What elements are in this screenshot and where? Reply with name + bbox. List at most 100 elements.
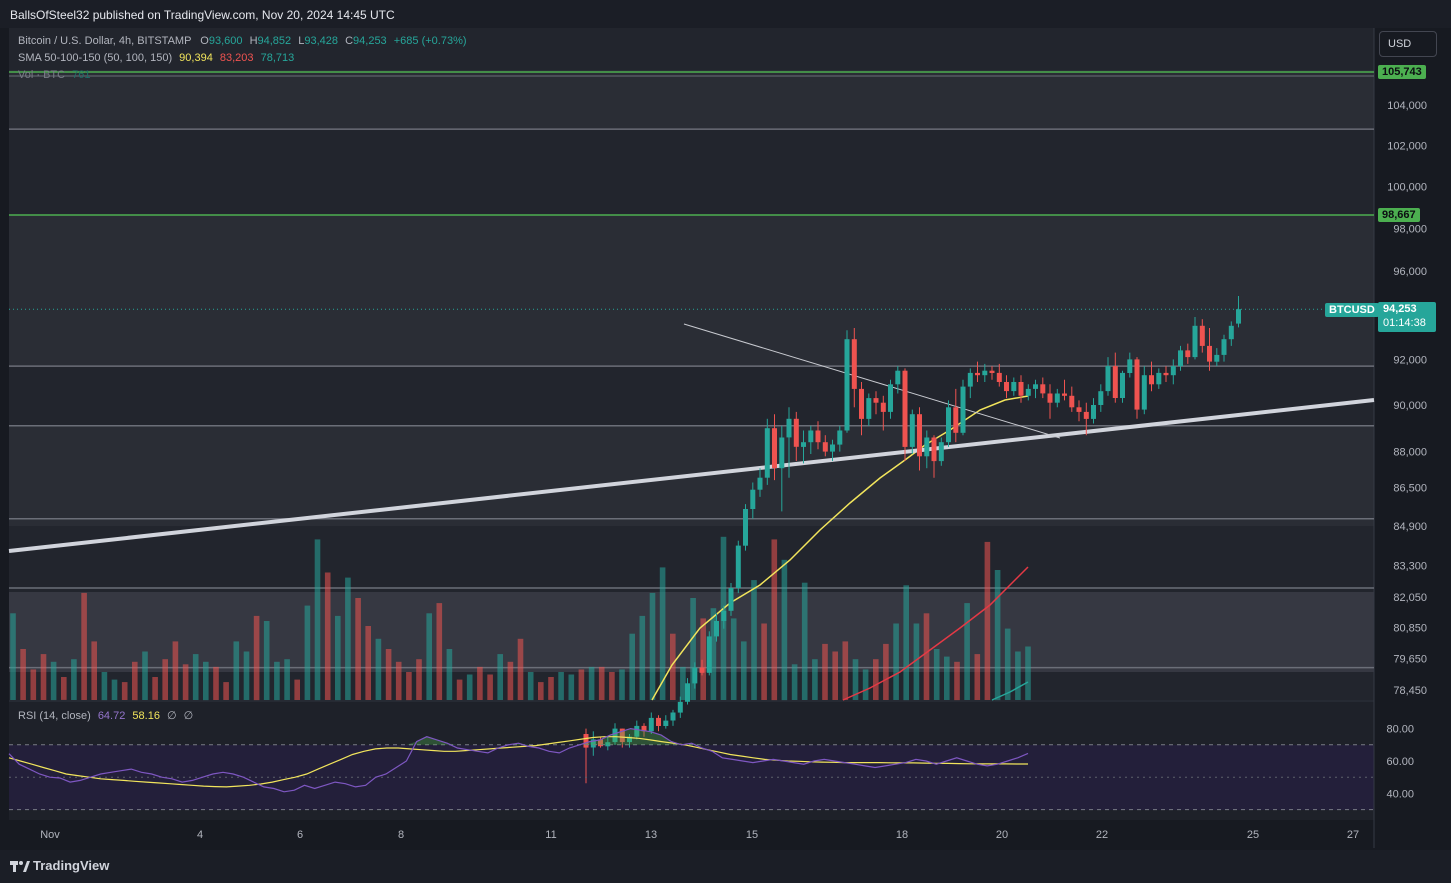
volume-bar [832,651,838,700]
volume-bar [761,623,767,700]
last-price: 94,253 [1383,303,1417,315]
open-label: O [200,35,209,47]
volume-bar [598,666,605,700]
candle-body [685,683,690,702]
candle-body [960,386,966,433]
candle-body [757,477,763,490]
currency-button[interactable]: USD [1379,31,1437,57]
candle-body [598,739,603,747]
price-tick-label: 102,000 [1387,140,1427,152]
volume-bar [274,661,280,701]
volume-bar [801,582,808,700]
volume-bar [609,672,615,701]
candle-body [880,402,886,412]
price-tick-label: 100,000 [1387,181,1427,193]
candle-body [902,370,908,447]
candle-body [677,701,683,713]
volume-bar [903,585,909,701]
volume-bar [862,669,869,700]
volume-bar [91,641,97,700]
candle-body [641,725,647,732]
close-label: C [345,35,354,47]
volume-bar [974,654,981,700]
resistance-trendline [683,323,1061,439]
candle-body [1062,393,1067,396]
candle-body [1040,384,1046,394]
volume-bar [436,603,443,700]
low-value: 93,428 [304,35,339,47]
candle-body [627,736,632,743]
time-tick-label: 8 [398,829,404,841]
candle-body [888,384,893,412]
sma150-value: 78,713 [260,52,295,64]
rsi-legend[interactable]: RSI (14, close) 64.72 58.16 ∅ ∅ [18,709,193,722]
volume-bar [284,659,290,700]
volume-bar [162,659,168,700]
candle-body [728,588,734,611]
rsi-value: 64.72 [97,710,126,722]
candle-body [1134,359,1140,410]
candle-body [873,398,879,403]
volume-bar [781,559,788,701]
time-tick-label: 18 [896,829,908,841]
time-tick-label: Nov [40,829,60,841]
volume-bar [365,626,371,700]
candle-body [801,442,806,447]
volume-bar [395,661,402,701]
volume-bar [253,615,260,701]
candle-body [1149,375,1154,385]
volume-bar [192,654,199,700]
candle-body [764,428,770,478]
candle-body [663,720,669,726]
volume-bar [700,618,706,700]
candle-body [1141,375,1147,410]
volume-bar [852,659,859,700]
volume-bar [639,615,646,701]
volume-bar [324,572,331,700]
symbol-legend[interactable]: Bitcoin / U.S. Dollar, 4h, BITSTAMP O93,… [18,35,467,47]
volume-bar [893,623,899,700]
candles [9,296,1374,784]
volume-bar [883,643,889,700]
volume-bar [680,666,686,700]
candle-body [909,414,915,447]
price-tick-label: 79,650 [1393,653,1427,665]
candle-body [815,430,821,443]
candle-body [714,621,719,637]
volume-bar [304,605,311,700]
publisher-bar: BallsOfSteel32 published on TradingView.… [0,0,1451,28]
volume-bar [751,580,757,700]
volume-bar [456,679,463,700]
price-tick-label: 84,900 [1393,521,1427,533]
candle-body [706,636,712,673]
time-tick-label: 13 [645,829,657,841]
volume-bar [40,654,47,700]
rsi-pane: 80.00 60.00 40.00 [8,724,1414,811]
volume-bar [172,641,179,700]
sma-legend[interactable]: SMA 50-100-150 (50, 100, 150) 90,394 83,… [18,52,294,64]
tradingview-logo-icon [10,861,30,872]
candle-body [967,372,973,387]
volume-bar [954,661,960,701]
candle-body [866,398,872,419]
time-tick-label: 20 [996,829,1008,841]
zone-band [9,215,1374,366]
volume-bar [548,677,554,700]
volume-bar [873,659,879,700]
volume-legend[interactable]: Vol · BTC 761 [18,69,91,81]
candle-body [605,742,611,747]
price-tick-label: 78,450 [1393,685,1427,697]
candle-body [619,728,625,743]
candle-body [1221,339,1227,355]
price-tick-label: 88,000 [1393,447,1427,459]
candle-body [743,509,748,546]
candle-body [924,437,930,457]
last-price-tag: 94,253 01:14:38 [1378,302,1436,332]
candle-body [822,442,828,452]
volume-bar [964,603,970,700]
rsi-ma-line [8,736,1028,788]
high-value: 94,852 [257,35,292,47]
candle-body [1199,325,1205,346]
volume-bar [243,651,250,700]
